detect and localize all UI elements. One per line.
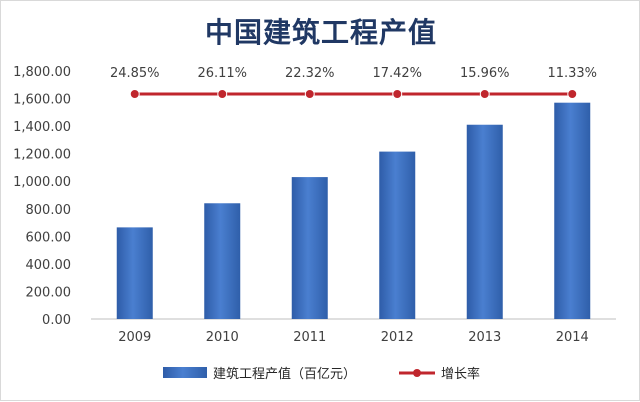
growth-rate-label: 24.85% — [110, 66, 160, 81]
x-tick-label: 2011 — [293, 330, 326, 345]
growth-rate-label: 15.96% — [460, 66, 510, 81]
x-tick-label: 2009 — [118, 330, 151, 345]
growth-rate-label: 11.33% — [547, 66, 597, 81]
y-tick-label: 0.00 — [42, 313, 71, 328]
growth-rate-point — [392, 89, 403, 99]
bar-2013 — [466, 124, 503, 319]
y-tick-label: 1,200.00 — [13, 148, 71, 163]
y-tick-label: 1,600.00 — [13, 93, 71, 108]
growth-rate-label: 22.32% — [285, 66, 335, 81]
legend-bar-swatch — [163, 367, 207, 378]
growth-rate-label: 26.11% — [197, 66, 247, 81]
bar-2010 — [204, 203, 241, 319]
y-tick-label: 600.00 — [26, 230, 72, 245]
legend-line-label: 增长率 — [441, 366, 480, 382]
growth-rate-point — [217, 89, 228, 99]
x-tick-label: 2014 — [556, 330, 589, 345]
x-tick-label: 2012 — [381, 330, 414, 345]
x-tick-label: 2013 — [468, 330, 501, 345]
y-tick-label: 1,000.00 — [13, 175, 71, 190]
bar-2011 — [291, 177, 328, 319]
growth-rate-point — [567, 89, 578, 99]
bar-2009 — [116, 227, 153, 319]
y-tick-label: 200.00 — [26, 285, 72, 300]
growth-rate-point — [304, 89, 315, 99]
y-tick-label: 800.00 — [26, 203, 72, 218]
legend-line-marker — [413, 369, 421, 377]
chart-title: 中国建筑工程产值 — [204, 16, 437, 49]
legend-bar-label: 建筑工程产值（百亿元） — [213, 366, 356, 382]
bar-2014 — [554, 102, 591, 319]
y-tick-label: 1,400.00 — [13, 120, 71, 135]
x-tick-label: 2010 — [206, 330, 239, 345]
growth-rate-point — [129, 89, 140, 99]
bar-2012 — [379, 151, 416, 319]
y-tick-label: 400.00 — [26, 258, 72, 273]
growth-rate-label: 17.42% — [372, 66, 422, 81]
growth-rate-point — [479, 89, 490, 99]
y-tick-label: 1,800.00 — [13, 65, 71, 80]
